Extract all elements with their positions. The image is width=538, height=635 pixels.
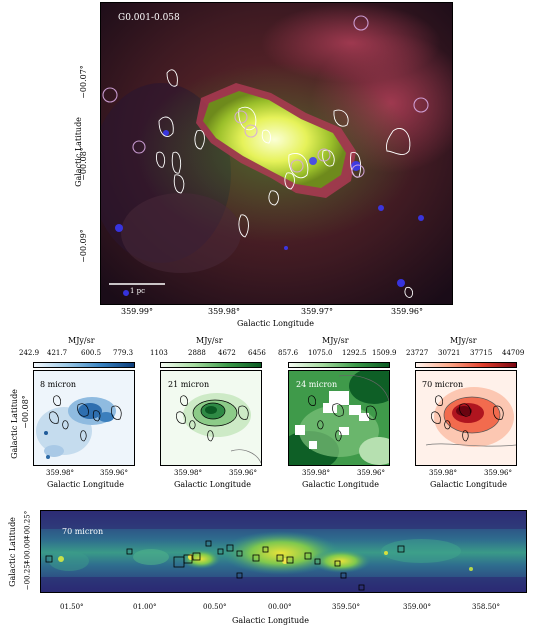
panel3-tick-4: 1509.9 [372,349,397,357]
top-xtick-4: 359.96° [391,307,423,316]
panel4-xtick-2: 359.96° [484,469,512,477]
panel1-label: 8 micron [40,380,77,389]
middle-ytick: −00.08° [21,395,30,429]
top-panel-title: G0.001-0.058 [118,13,180,23]
panel4-colorbar [415,362,517,368]
panel3-image [288,370,390,466]
panel2-xtick-1: 359.98° [174,469,202,477]
panel2-xlabel: Galactic Longitude [174,480,251,489]
top-xtick-2: 359.98° [208,307,240,316]
panel2-label: 21 micron [168,380,210,389]
panel4-image [415,370,517,466]
top-ytick-1: −00.07° [79,65,88,99]
panel1-tick-4: 779.3 [113,349,134,357]
panel2-svg [161,371,261,465]
panel4-xtick-1: 359.98° [429,469,457,477]
panel2-tick-3: 4672 [218,349,236,357]
panel2-tick-4: 6456 [248,349,266,357]
panel1-colorbar [33,362,135,368]
panel2-colorbar [160,362,262,368]
bottom-xtick-5: 359.50° [332,603,360,611]
panel2-tick-2: 2888 [188,349,206,357]
panel1-image [33,370,135,466]
top-xtick-1: 359.99° [121,307,153,316]
panel1-svg [34,371,134,465]
scale-bar-label: 1 pc [130,287,146,295]
bottom-xtick-1: 01.50° [60,603,84,611]
top-xtick-3: 359.97° [301,307,333,316]
panel1-tick-2: 421.7 [47,349,68,357]
panel1-tick-3: 600.5 [81,349,102,357]
panel3-unit: MJy/sr [322,336,349,345]
panel4-svg [416,371,516,465]
bottom-xtick-2: 01.00° [133,603,157,611]
bottom-xtick-4: 00.00° [268,603,292,611]
panel2-tick-1: 1103 [150,349,168,357]
panel2-unit: MJy/sr [196,336,223,345]
panel4-label: 70 micron [422,380,464,389]
top-xlabel: Galactic Longitude [237,319,314,328]
bottom-xtick-3: 00.50° [203,603,227,611]
panel1-xtick-1: 359.98° [46,469,74,477]
bottom-xtick-6: 359.00° [403,603,431,611]
panel3-tick-1: 857.6 [278,349,299,357]
panel4-xlabel: Galactic Longitude [430,480,507,489]
bottom-survey-image [40,510,527,593]
top-ytick-2: −00.08° [79,147,88,181]
panel3-label: 24 micron [296,380,338,389]
panel1-xtick-2: 359.96° [100,469,128,477]
bottom-survey-svg [41,511,526,592]
panel2-xtick-2: 359.96° [229,469,257,477]
panel3-xtick-2: 359.96° [357,469,385,477]
panel4-unit: MJy/sr [450,336,477,345]
top-composite-svg [101,3,452,304]
panel2-image [160,370,262,466]
panel1-unit: MJy/sr [68,336,95,345]
panel1-tick-1: 242.9 [19,349,40,357]
panel4-tick-1: 23727 [406,349,429,357]
panel4-tick-4: 44709 [502,349,525,357]
bottom-ylabel: Galactic Latitude [8,517,17,587]
panel3-tick-3: 1292.5 [342,349,367,357]
panel3-xtick-1: 359.98° [302,469,330,477]
middle-ylabel: Galactic Latitude [10,389,19,459]
panel3-svg [289,371,389,465]
top-ytick-3: −00.09° [79,229,88,263]
panel3-colorbar [288,362,390,368]
bottom-ytick-3: −00.25° [23,560,32,591]
panel1-xlabel: Galactic Longitude [47,480,124,489]
bottom-xlabel: Galactic Longitude [232,616,309,625]
top-composite-image [100,2,453,305]
panel4-tick-3: 37715 [470,349,493,357]
bottom-panel-label: 70 micron [62,527,104,536]
panel3-xlabel: Galactic Longitude [302,480,379,489]
panel3-tick-2: 1075.0 [308,349,333,357]
bottom-xtick-7: 358.50° [472,603,500,611]
panel4-tick-2: 30721 [438,349,461,357]
